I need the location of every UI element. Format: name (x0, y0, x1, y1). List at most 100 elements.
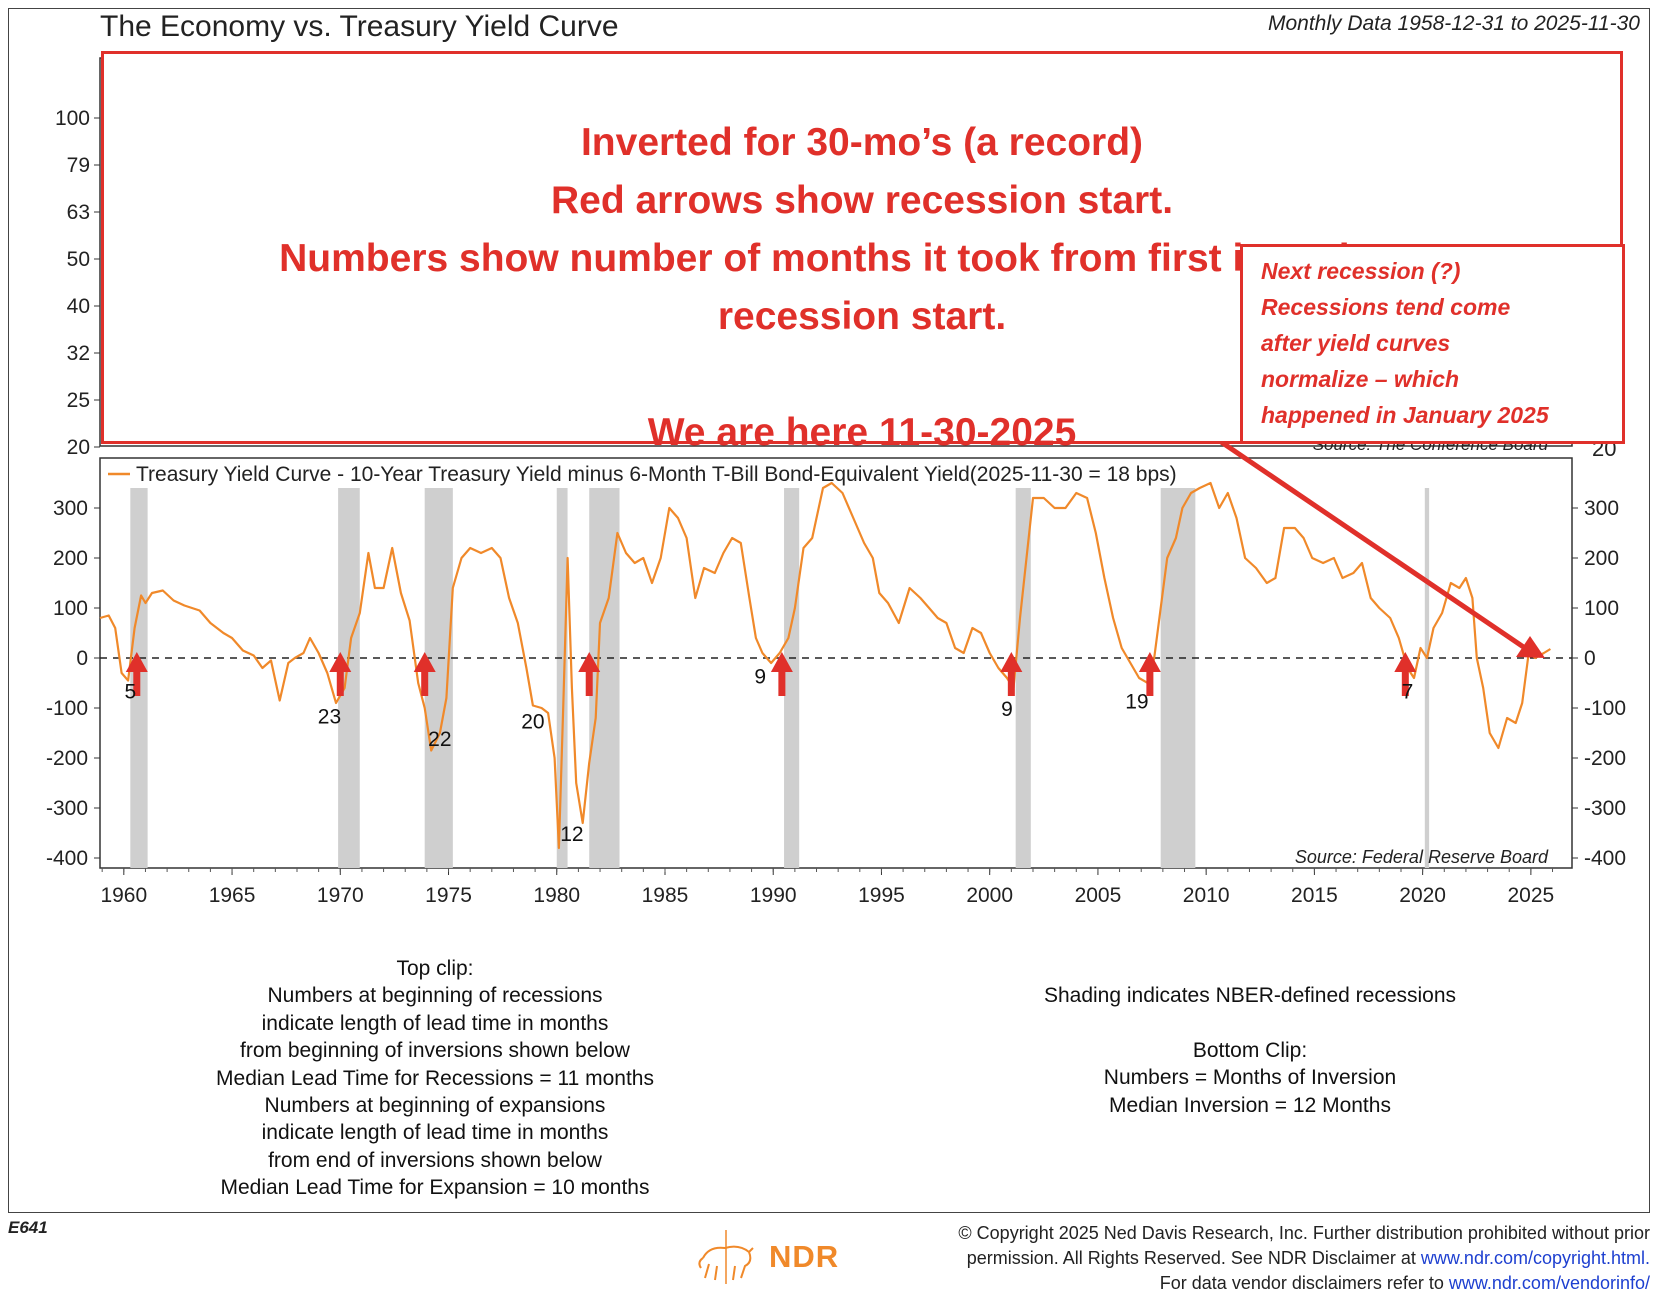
top-clip-notes: Top clip: Numbers at beginning of recess… (150, 955, 720, 1202)
side-annotation-line: after yield curves (1261, 330, 1451, 356)
x-tick-label: 1970 (317, 884, 364, 907)
we-are-here-text: We are here 11-30-2025 (647, 411, 1077, 454)
annotation-line: recession start. (717, 295, 1007, 338)
recession-band (556, 488, 568, 868)
lead-time-label: 7 (1402, 681, 1414, 704)
copyright-link[interactable]: www.ndr.com/copyright.html. (1420, 1248, 1650, 1268)
x-tick-label: 1960 (100, 884, 147, 907)
x-axis: 1960 1965 1970 1975 1980 1985 1990 1995 2000 2005… (100, 868, 1554, 907)
x-tick-label: 1985 (642, 884, 689, 907)
arrow-head (578, 652, 601, 672)
lead-time-label: 22 (428, 728, 451, 751)
x-tick-label: 2025 (1508, 884, 1555, 907)
we-are-here-arrow-head (1516, 636, 1545, 658)
date-range: Monthly Data 1958-12-31 to 2025-11-30 (1267, 12, 1640, 35)
y-tick-label: 200 (53, 547, 88, 570)
copyright-line-2: permission. All Rights Reserved. See NDR… (890, 1246, 1650, 1271)
recession-arrows (125, 652, 1417, 696)
vendor-text: For data vendor disclaimers refer to (1159, 1273, 1449, 1293)
top-y-tick-label: 25 (67, 389, 90, 412)
recession-start-arrow-icon (1394, 652, 1417, 696)
logo-text: NDR (769, 1239, 840, 1274)
note-line: Top clip: (396, 957, 474, 980)
note-line: Numbers at beginning of recessions (267, 984, 603, 1008)
y-tick-label: 300 (53, 497, 88, 520)
x-tick-label: 2010 (1183, 884, 1230, 907)
y-tick-label: 100 (53, 597, 88, 620)
lead-time-label: 9 (1001, 698, 1013, 721)
top-y-tick-label: 32 (67, 342, 90, 365)
arrow-shaft (778, 670, 786, 696)
annotation-line: Red arrows show recession start. (550, 179, 1174, 222)
recession-start-arrow-icon (1000, 652, 1023, 696)
lead-time-label: 20 (521, 711, 544, 734)
x-tick-label: 1990 (750, 884, 797, 907)
note-spacer (1000, 1009, 1500, 1036)
y-tick-label: 0 (76, 647, 88, 670)
ndr-logo: NDR (695, 1228, 839, 1286)
arrow-head (1138, 652, 1161, 672)
note-line: Median Lead Time for Recessions = 11 mon… (216, 1066, 654, 1090)
bull-logo-icon (698, 1230, 754, 1284)
vendor-link[interactable]: www.ndr.com/vendorinfo/ (1448, 1273, 1650, 1293)
arrow-shaft (585, 670, 593, 696)
arrow-head (413, 652, 436, 672)
x-tick-label: 2015 (1291, 884, 1338, 907)
lead-time-label: 19 (1125, 691, 1148, 714)
top-y-tick-label: 63 (67, 201, 90, 224)
plot-area (99, 457, 1573, 869)
top-y-tick-label: 79 (67, 154, 90, 177)
recession-start-arrow-icon (329, 652, 352, 696)
lead-time-label: 9 (754, 666, 766, 689)
note-line: Median Inversion = 12 Months (1109, 1093, 1391, 1117)
lead-time-label: 12 (560, 823, 583, 846)
arrow-head (1000, 652, 1023, 672)
arrow-shaft (1146, 670, 1154, 696)
side-annotation-box: Next recession (?) Recessions tend come … (1240, 244, 1625, 444)
arrow-head (329, 652, 352, 672)
x-tick-label: 2020 (1399, 884, 1446, 907)
y-tick-label: 200 (1584, 547, 1619, 570)
recession-band (784, 488, 800, 868)
recession-shading (130, 488, 1430, 868)
y-tick-label: -300 (46, 797, 88, 820)
y-tick-label: -200 (46, 747, 88, 770)
note-line: from beginning of inversions shown below (240, 1039, 630, 1063)
y-tick-label: 100 (1584, 597, 1619, 620)
page-title: The Economy vs. Treasury Yield Curve (100, 10, 619, 43)
y-axis-left: 300 200 100 0 -100 -200 -300 -400 (46, 497, 100, 870)
x-tick-label: 2005 (1075, 884, 1122, 907)
x-tick-label: 1995 (858, 884, 905, 907)
top-y-tick-label: 50 (67, 248, 90, 271)
note-line: Bottom Clip: (1192, 1038, 1308, 1062)
chart-frame (8, 8, 1650, 1213)
y-tick-label: -400 (1584, 847, 1626, 870)
note-line: Numbers at beginning of expansions (264, 1094, 606, 1118)
top-clip-y-axis: 100 79 63 50 40 32 25 20 (55, 107, 100, 459)
y-tick-label: -300 (1584, 797, 1626, 820)
y-tick-label: -200 (1584, 747, 1626, 770)
copyright-line-1: © Copyright 2025 Ned Davis Research, Inc… (958, 1223, 1650, 1243)
chart-source: Source: Federal Reserve Board (1295, 847, 1549, 867)
arrow-head (1394, 652, 1417, 672)
arrow-shaft (1007, 670, 1015, 696)
recession-band (1160, 488, 1196, 868)
shading-note: Shading indicates NBER-defined recession… (1043, 984, 1457, 1007)
x-tick-label: 2000 (966, 884, 1013, 907)
vendor-line: For data vendor disclaimers refer to www… (890, 1271, 1650, 1296)
annotation-line: Inverted for 30-mo’s (a record) (580, 121, 1144, 164)
y-tick-label: -100 (46, 697, 88, 720)
side-annotation-line: happened in January 2025 (1261, 402, 1549, 428)
arrow-shaft (133, 670, 141, 696)
bottom-clip-notes: Shading indicates NBER-defined recession… (1000, 955, 1500, 1119)
x-tick-label: 1975 (425, 884, 472, 907)
side-annotation-line: Recessions tend come (1261, 294, 1511, 320)
note-line: indicate length of lead time in months (261, 1121, 609, 1145)
recession-start-arrow-icon (770, 652, 793, 696)
copyright-block: © Copyright 2025 Ned Davis Research, Inc… (890, 1221, 1650, 1296)
recession-band (1015, 488, 1031, 868)
y-tick-label: 300 (1584, 497, 1619, 520)
arrow-head (125, 652, 148, 672)
lead-labels: 5 23 22 20 12 9 9 19 7 (124, 666, 1413, 847)
